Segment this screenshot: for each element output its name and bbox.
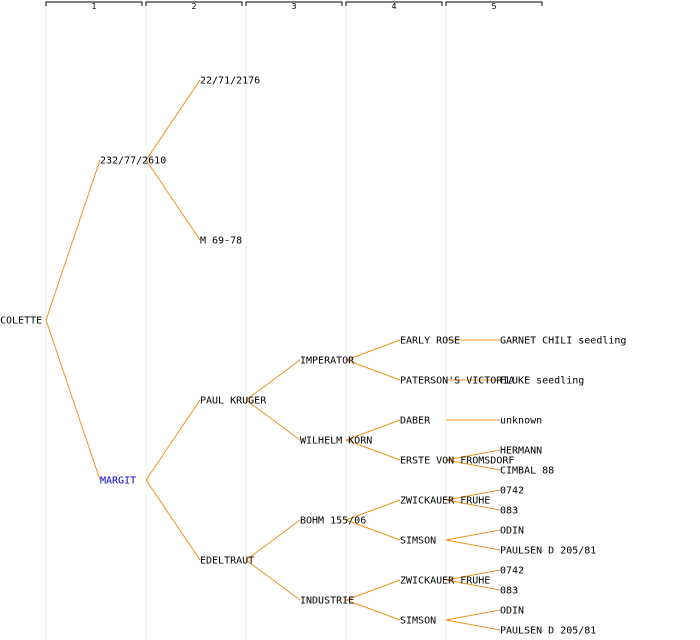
ancestor-name[interactable]: PAULSEN D 205/81 (500, 626, 596, 637)
column-header-number: 4 (391, 2, 396, 11)
lineage-edge (245, 359, 301, 401)
lineage-edge (345, 499, 401, 521)
lineage-edge (145, 79, 201, 161)
lineage-edge (445, 489, 501, 501)
ancestor-name[interactable]: ZWICKAUER FRUHE (400, 496, 490, 507)
ancestor-name[interactable]: PAUL KRUGER (200, 396, 267, 407)
lineage-edge (145, 479, 201, 561)
ancestor-name[interactable]: ERSTE VON FROMSDORF (400, 456, 514, 467)
ancestor-name[interactable]: 0742 (500, 566, 524, 577)
ancestor-name[interactable]: M 69-78 (200, 236, 242, 247)
column-header-number: 2 (191, 2, 196, 11)
lineage-edge (445, 569, 501, 581)
lineage-edge (345, 579, 401, 601)
ancestor-name[interactable]: HERMANN (500, 446, 542, 457)
ancestor-name[interactable]: MARGIT (100, 476, 136, 487)
ancestor-name[interactable]: ODIN (500, 526, 524, 537)
ancestor-name[interactable]: IMPERATOR (300, 356, 355, 367)
labels: COLETTE 232/77/2610 22/71/2176 M 69-78 MARGI… (0, 76, 626, 637)
lineage-edge (145, 399, 201, 481)
column-header-number: 5 (491, 2, 496, 11)
ancestor-name[interactable]: PAULSEN D 205/81 (500, 546, 596, 557)
column-header-bracket (445, 1, 543, 6)
ancestor-name[interactable]: EARLY ROSE (400, 336, 460, 347)
ancestor-name[interactable]: WILHELM KORN (300, 436, 372, 447)
ancestor-name[interactable]: 083 (500, 506, 518, 517)
ancestor-name[interactable]: INDUSTRIE (300, 596, 354, 607)
lineage-edge (445, 459, 501, 471)
lineage-edge (445, 449, 501, 461)
ancestor-name[interactable]: SIMSON (400, 616, 436, 627)
ancestor-name[interactable]: EDELTRAUT (200, 556, 254, 567)
ancestor-name[interactable]: PATERSON'S VICTORIA (400, 376, 514, 387)
ancestor-name[interactable]: BOHM 155/06 (300, 516, 366, 527)
lineage-edge (445, 579, 501, 591)
ancestor-name[interactable]: ZWICKAUER FRUHE (400, 576, 490, 587)
ancestor-name[interactable]: CIMBAL 88 (500, 466, 554, 477)
lineage-edge (245, 399, 301, 441)
ancestor-name[interactable]: DABER (400, 416, 431, 427)
column-guides: 1 2 3 4 5 (45, 1, 543, 640)
ancestor-name[interactable]: 232/77/2610 (100, 156, 166, 167)
lineage-edge (345, 599, 401, 621)
column-header-bracket (45, 1, 143, 6)
lineage-edge (245, 519, 301, 561)
lineage-edge (445, 539, 501, 551)
column-header-number: 3 (291, 2, 296, 11)
lineage-edge (445, 609, 501, 621)
ancestor-name[interactable]: GARNET CHILI seedling (500, 336, 626, 347)
column-header-bracket (345, 1, 443, 6)
lineage-edge (445, 529, 501, 541)
edges (45, 79, 501, 631)
lineage-edge (345, 359, 401, 381)
ancestor-name[interactable]: FLUKE seedling (500, 376, 584, 387)
lineage-edge (145, 159, 201, 241)
ancestor-name[interactable]: unknown (500, 416, 542, 427)
lineage-edge (345, 439, 401, 461)
ancestor-name[interactable]: SIMSON (400, 536, 436, 547)
lineage-edge (45, 319, 101, 481)
root-variety[interactable]: COLETTE (0, 316, 42, 327)
lineage-edge (345, 419, 401, 441)
ancestor-name[interactable]: ODIN (500, 606, 524, 617)
lineage-edge (245, 559, 301, 601)
lineage-edge (445, 499, 501, 511)
column-header-bracket (245, 1, 343, 6)
ancestor-name[interactable]: 083 (500, 586, 518, 597)
column-header-bracket (145, 1, 243, 6)
lineage-edge (345, 339, 401, 361)
lineage-edge (345, 519, 401, 541)
column-header-number: 1 (91, 2, 96, 11)
ancestor-name[interactable]: 22/71/2176 (200, 76, 260, 87)
ancestor-name[interactable]: 0742 (500, 486, 524, 497)
lineage-edge (445, 619, 501, 631)
lineage-edge (45, 159, 101, 321)
